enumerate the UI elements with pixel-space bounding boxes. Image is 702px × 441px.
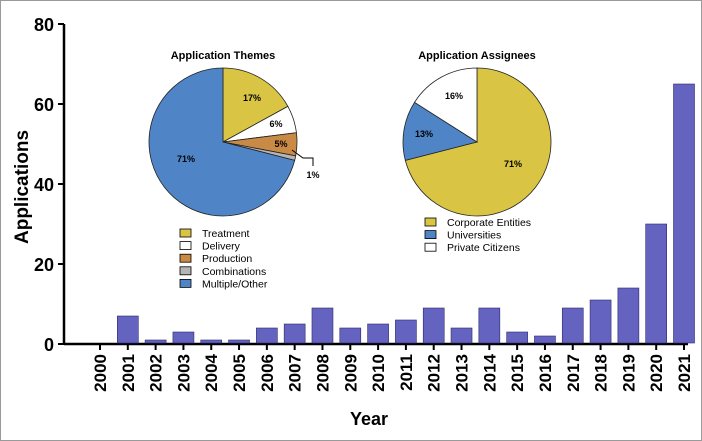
x-tick-label: 2000 bbox=[91, 354, 110, 392]
bar-2003 bbox=[172, 331, 195, 344]
x-tick-label: 2007 bbox=[286, 354, 305, 392]
bar-2006 bbox=[256, 327, 278, 344]
pie-slice-label: 13% bbox=[415, 129, 433, 139]
x-tick-label: 2005 bbox=[230, 354, 249, 392]
x-tick-labels: 2000 2001 2002 2003 2004 2005 2006 2007 2008 2009… bbox=[91, 353, 694, 391]
x-tick-label: 2021 bbox=[675, 354, 694, 392]
x-tick-label: 2009 bbox=[341, 354, 360, 392]
pie-slice-label: 1% bbox=[306, 170, 319, 180]
bar-2012 bbox=[422, 307, 445, 344]
x-tick-label: 2001 bbox=[119, 354, 138, 392]
x-tick-label: 2020 bbox=[647, 354, 666, 392]
pie-slice-label: 71% bbox=[177, 154, 195, 164]
pie-assignees-title: Application Assignees bbox=[418, 50, 536, 62]
x-tick-label: 2016 bbox=[536, 354, 555, 392]
bar-2020 bbox=[645, 223, 667, 344]
pie-themes-title: Application Themes bbox=[171, 50, 276, 62]
leader-line bbox=[291, 149, 314, 166]
bar-2004 bbox=[200, 339, 223, 344]
x-tick-label: 2018 bbox=[592, 354, 611, 392]
x-tick-label: 2012 bbox=[425, 354, 444, 392]
legend-label: Corporate Entities bbox=[447, 217, 531, 229]
bar-2005 bbox=[228, 339, 250, 344]
y-tick-label: 60 bbox=[34, 95, 54, 115]
legend-swatch bbox=[179, 241, 192, 251]
y-tick-label: 40 bbox=[34, 175, 54, 195]
legend-label: Treatment bbox=[202, 228, 250, 240]
legend-label: Multiple/Other bbox=[202, 278, 268, 290]
legend-swatch bbox=[424, 217, 437, 227]
bar-2017 bbox=[561, 307, 584, 344]
pie-application-themes: 17% 6% 5% 71% 1% bbox=[148, 67, 320, 217]
y-tick-label: 80 bbox=[34, 15, 54, 35]
bar-series bbox=[117, 83, 695, 344]
bar-2016 bbox=[534, 335, 556, 344]
x-tick-label: 2010 bbox=[369, 354, 388, 392]
x-tick-label: 2013 bbox=[453, 354, 472, 392]
bar-2009 bbox=[339, 327, 362, 344]
x-tick-label: 2015 bbox=[508, 354, 527, 392]
x-tick-label: 2002 bbox=[147, 354, 166, 392]
bar-2011 bbox=[395, 319, 417, 344]
y-axis-title: Applications bbox=[12, 130, 33, 244]
x-tick-label: 2006 bbox=[258, 354, 277, 392]
x-axis-title: Year bbox=[350, 409, 388, 429]
bar-chart-axes bbox=[58, 23, 688, 350]
pie-slice-label: 17% bbox=[243, 93, 261, 103]
bar-2002 bbox=[144, 339, 167, 344]
x-tick-label: 2019 bbox=[619, 354, 638, 392]
bar-2019 bbox=[617, 287, 640, 344]
bar-2013 bbox=[450, 327, 473, 344]
pie-slice-label: 16% bbox=[445, 91, 463, 101]
legend-swatch bbox=[179, 278, 192, 288]
legend-swatch bbox=[424, 230, 437, 240]
pie-slice-label: 5% bbox=[274, 139, 287, 149]
y-tick-label: 20 bbox=[34, 255, 54, 275]
pie-slice-multiple-other bbox=[148, 67, 296, 217]
x-tick-label: 2011 bbox=[397, 354, 416, 391]
legend-swatch bbox=[424, 242, 437, 252]
bar-2018 bbox=[589, 299, 612, 344]
legend-label: Combinations bbox=[202, 266, 266, 278]
pie-application-assignees: 71% 13% 16% bbox=[402, 67, 552, 217]
x-tick-label: 2003 bbox=[174, 354, 193, 392]
x-tick-label: 2014 bbox=[480, 353, 499, 391]
pie-slice-treatment bbox=[222, 67, 289, 143]
pie-slice-corporate-entities bbox=[404, 67, 552, 217]
bar-2008 bbox=[311, 307, 334, 344]
y-tick-label: 0 bbox=[44, 335, 54, 355]
legend-label: Delivery bbox=[202, 241, 241, 253]
legend-label: Private Citizens bbox=[447, 242, 520, 254]
x-tick-label: 2004 bbox=[202, 353, 221, 391]
legend-swatch bbox=[179, 228, 192, 238]
bar-2014 bbox=[478, 307, 501, 344]
pie-slice-label: 71% bbox=[504, 159, 522, 169]
pie-slice-label: 6% bbox=[269, 119, 282, 129]
legend-application-themes: TreatmentDeliveryProductionCombinationsM… bbox=[179, 228, 268, 290]
y-tick-labels: 0 20 40 60 80 bbox=[34, 15, 54, 355]
legend-swatch bbox=[179, 266, 192, 276]
pie-slice-universities bbox=[402, 101, 478, 161]
bar-2010 bbox=[367, 323, 389, 344]
bar-2021 bbox=[673, 83, 695, 344]
legend-swatch bbox=[179, 253, 192, 263]
legend-label: Production bbox=[202, 253, 252, 265]
bar-2001 bbox=[117, 315, 139, 344]
x-tick-label: 2017 bbox=[564, 354, 583, 392]
bar-2015 bbox=[506, 331, 528, 344]
x-tick-label: 2008 bbox=[313, 354, 332, 392]
legend-label: Universities bbox=[447, 230, 501, 242]
bar-2007 bbox=[283, 323, 306, 344]
pie-slice-private-citizens bbox=[413, 67, 478, 143]
